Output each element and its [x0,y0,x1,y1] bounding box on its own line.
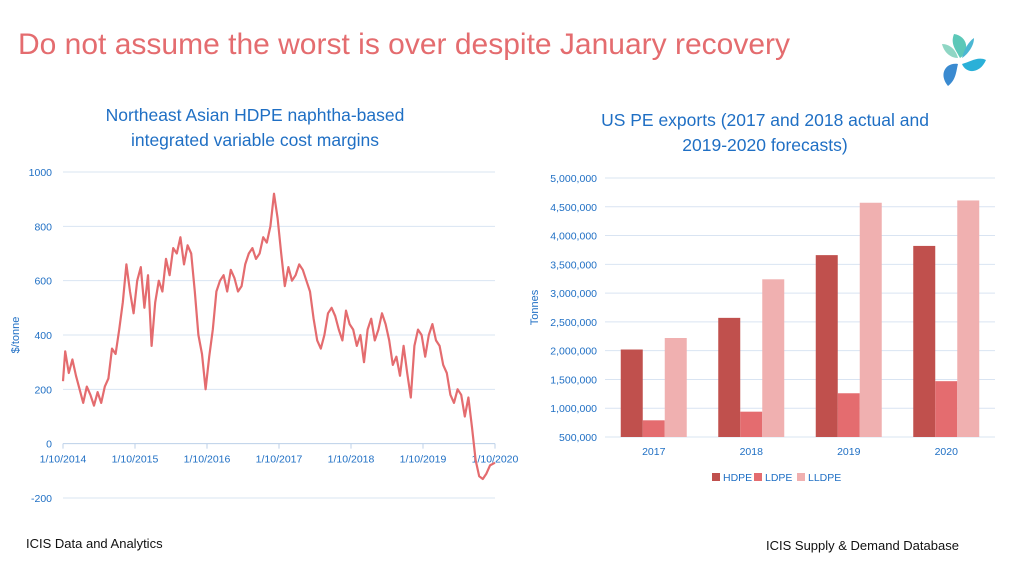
right-chart-title-line-2: 2019-2020 forecasts) [682,135,848,155]
y-tick-label: 400 [34,330,52,342]
bar-lldpe-2019 [859,202,882,437]
margins-line-chart: -200 0 200 400 600 800 1000 1/10/2014 1/10/2015 1… [10,167,519,505]
bar-ldpe-2019 [837,393,860,437]
y-tick-label: 1,000,000 [550,403,597,415]
icis-logo-icon [942,34,986,86]
bar-hdpe-2019 [815,255,838,437]
x-tick-label: 1/10/2017 [256,454,303,466]
legend-label-ldpe: LDPE [765,472,792,484]
bar-lldpe-2020 [957,200,980,437]
x-tick-label: 2019 [837,446,861,458]
right-chart-title: US PE exports (2017 and 2018 actual and … [560,108,970,158]
legend-swatch-hdpe [712,473,720,481]
bar-lldpe-2018 [762,279,785,437]
x-tick-label: 1/10/2020 [472,454,519,466]
bar-lldpe-2017 [664,338,687,437]
y-tick-label: 1,500,000 [550,374,597,386]
y-tick-label: 3,500,000 [550,259,597,271]
left-chart-title: Northeast Asian HDPE naphtha-based integ… [60,103,450,153]
y-axis-label: Tonnes [529,289,541,325]
bar-ldpe-2018 [740,411,763,437]
y-tick-label: 500,000 [559,432,597,444]
bar-ldpe-2017 [642,420,665,437]
x-tick-label: 1/10/2014 [40,454,87,466]
y-tick-label: 600 [34,276,52,288]
x-tick-label: 1/10/2015 [112,454,159,466]
y-tick-label: 2,000,000 [550,346,597,358]
left-chart-title-line-1: Northeast Asian HDPE naphtha-based [105,105,405,125]
y-tick-label: 4,500,000 [550,202,597,214]
x-tick-label: 1/10/2019 [400,454,447,466]
x-tick-label: 2018 [740,446,764,458]
x-tick-label: 1/10/2016 [184,454,231,466]
legend-label-hdpe: HDPE [723,472,752,484]
x-tick-label: 2020 [935,446,959,458]
footer-source-right: ICIS Supply & Demand Database [766,538,959,553]
y-tick-label: 800 [34,221,52,233]
y-axis-label: $/tonne [10,317,22,354]
bar-ldpe-2020 [935,381,958,437]
left-chart-title-line-2: integrated variable cost margins [130,130,380,150]
legend-label-lldpe: LLDPE [808,472,841,484]
bar-hdpe-2020 [913,245,936,437]
legend-swatch-ldpe [754,473,762,481]
legend-swatch-lldpe [797,473,805,481]
y-tick-label: 3,000,000 [550,288,597,300]
bar-hdpe-2017 [620,349,643,437]
y-tick-label: 200 [34,384,52,396]
y-tick-label: 1000 [29,167,53,179]
margin-series-line [61,192,496,481]
footer-source-left: ICIS Data and Analytics [26,536,163,551]
y-tick-label: 2,500,000 [550,317,597,329]
pe-exports-bar-chart: 500,000 1,000,000 1,500,000 2,000,000 2,500,… [529,173,995,484]
right-chart-title-line-1: US PE exports (2017 and 2018 actual and [601,110,929,130]
bar-hdpe-2018 [718,317,741,437]
x-tick-label: 1/10/2018 [328,454,375,466]
y-tick-label: 0 [46,439,52,451]
x-tick-label: 2017 [642,446,666,458]
y-tick-label: 4,000,000 [550,231,597,243]
y-tick-label: 5,000,000 [550,173,597,185]
y-tick-label: -200 [31,493,52,505]
slide-title: Do not assume the worst is over despite … [18,28,791,61]
